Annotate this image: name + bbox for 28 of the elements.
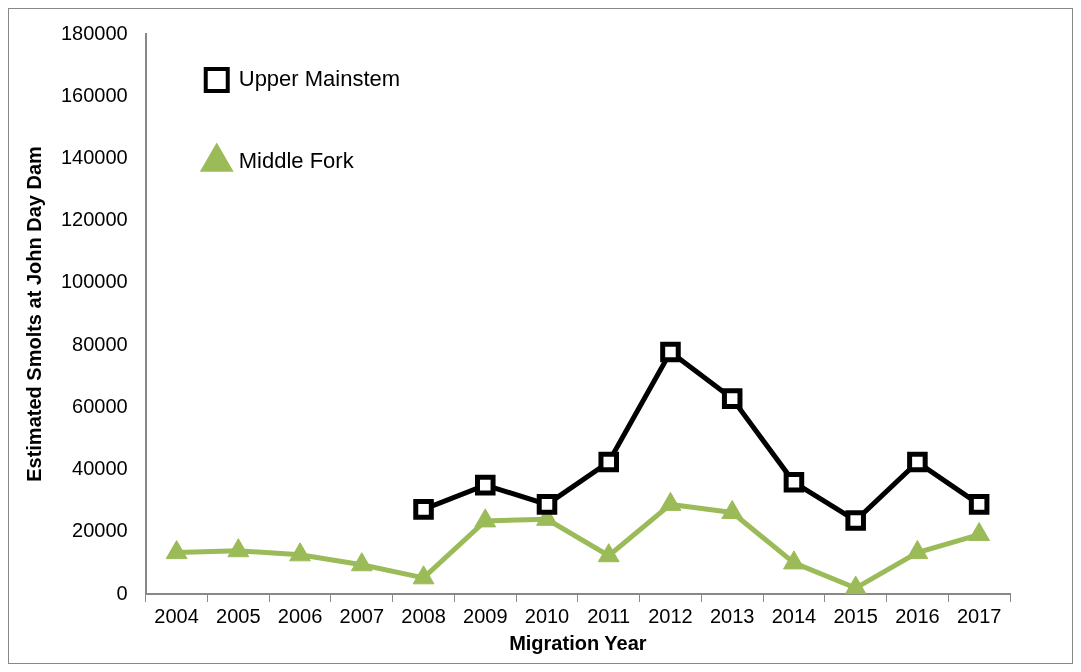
x-tick-label: 2006: [277, 604, 323, 627]
x-tick-label: 2007: [339, 604, 385, 627]
y-tick-label: 40000: [72, 457, 128, 480]
legend-label: Upper Mainstem: [238, 66, 401, 92]
y-tick-label: 180000: [60, 21, 128, 44]
y-tick-label: 140000: [60, 145, 128, 168]
x-tick-label: 2005: [216, 604, 261, 627]
y-tick-label: 0: [116, 581, 128, 604]
x-tick-label: 2011: [587, 604, 631, 627]
x-tick-label: 2013: [709, 604, 755, 627]
y-tick-label: 100000: [60, 270, 128, 293]
y-tick-label: 120000: [60, 208, 128, 231]
x-tick-label: 2017: [956, 604, 1002, 627]
x-tick-label: 2016: [895, 604, 940, 627]
x-tick-label: 2012: [648, 604, 693, 627]
x-axis-title: Migration Year: [509, 631, 647, 654]
legend-label: Middle Fork: [238, 148, 355, 174]
x-tick-label: 2014: [771, 604, 817, 627]
x-tick-label: 2015: [833, 604, 878, 627]
x-tick-label: 2008: [401, 604, 446, 627]
y-tick-label: 20000: [72, 519, 128, 542]
y-tick-label: 160000: [60, 83, 128, 106]
y-tick-label: 80000: [72, 332, 128, 355]
y-axis-title: Estimated Smolts at John Day Dam: [22, 146, 45, 482]
x-tick-label: 2010: [524, 604, 570, 627]
x-tick-label: 2004: [154, 604, 199, 627]
x-tick-label: 2009: [463, 604, 508, 627]
y-tick-label: 60000: [72, 394, 128, 417]
